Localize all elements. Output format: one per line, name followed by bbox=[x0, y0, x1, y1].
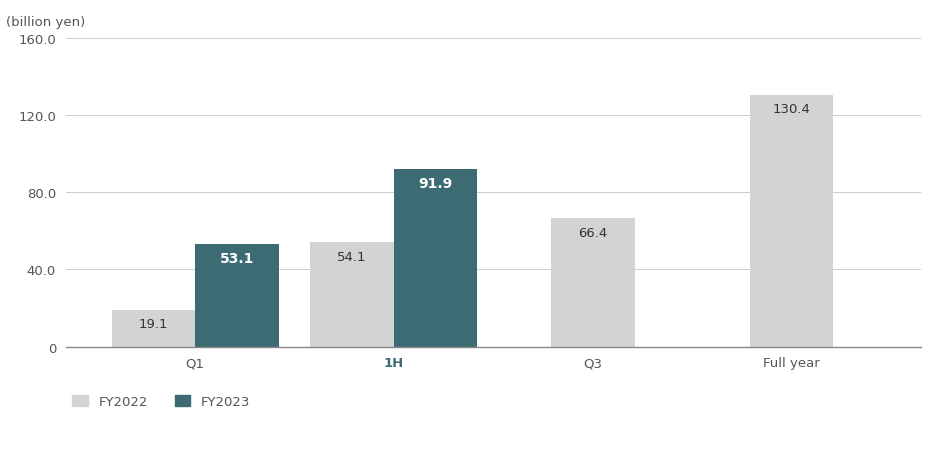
Bar bbox=[394, 170, 477, 347]
Bar bbox=[195, 244, 279, 347]
Bar bbox=[311, 243, 394, 347]
Text: 91.9: 91.9 bbox=[418, 177, 453, 190]
Text: 54.1: 54.1 bbox=[337, 250, 367, 263]
Text: 19.1: 19.1 bbox=[139, 318, 168, 331]
Bar bbox=[111, 310, 195, 347]
Text: 130.4: 130.4 bbox=[773, 103, 811, 116]
Bar bbox=[551, 219, 635, 347]
Text: 53.1: 53.1 bbox=[220, 251, 254, 265]
Text: 66.4: 66.4 bbox=[578, 227, 607, 239]
Bar bbox=[750, 96, 833, 347]
Legend: FY2022, FY2023: FY2022, FY2023 bbox=[72, 394, 250, 408]
Text: (billion yen): (billion yen) bbox=[6, 16, 85, 29]
